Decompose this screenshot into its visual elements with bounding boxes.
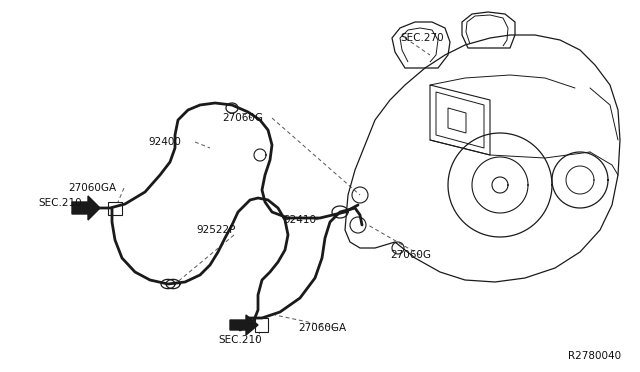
Polygon shape bbox=[230, 315, 258, 335]
Text: 27060GA: 27060GA bbox=[298, 323, 346, 333]
Text: 92522P: 92522P bbox=[196, 225, 236, 235]
Text: 27060G: 27060G bbox=[222, 113, 263, 123]
Polygon shape bbox=[72, 196, 100, 220]
Text: 92410: 92410 bbox=[283, 215, 316, 225]
Text: SEC.210: SEC.210 bbox=[38, 198, 82, 208]
Text: 27060GA: 27060GA bbox=[68, 183, 116, 193]
Text: 92400: 92400 bbox=[148, 137, 181, 147]
Text: 27060G: 27060G bbox=[390, 250, 431, 260]
Text: SEC.270: SEC.270 bbox=[400, 33, 444, 43]
Text: SEC.210: SEC.210 bbox=[218, 335, 262, 345]
Text: R2780040: R2780040 bbox=[568, 351, 621, 361]
